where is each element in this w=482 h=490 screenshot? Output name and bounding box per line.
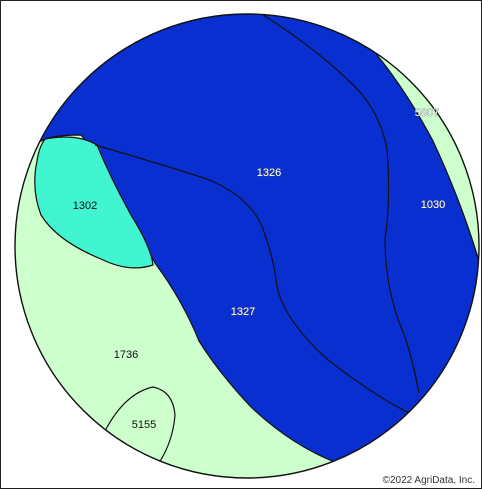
label-5155: 5155 <box>132 419 156 431</box>
soil-region-1302[interactable] <box>34 136 154 269</box>
label-5607: 5607 <box>415 107 439 119</box>
label-1736: 1736 <box>114 349 138 361</box>
boundary-1326-1030 <box>262 14 420 394</box>
field-boundary <box>14 13 480 479</box>
boundary-1326-1327 <box>94 144 410 414</box>
copyright-credit: ©2022 AgriData, Inc. <box>380 475 477 486</box>
label-1302: 1302 <box>73 200 97 212</box>
label-1327: 1327 <box>231 306 255 318</box>
label-1030: 1030 <box>421 199 445 211</box>
label-1326: 1326 <box>257 167 281 179</box>
